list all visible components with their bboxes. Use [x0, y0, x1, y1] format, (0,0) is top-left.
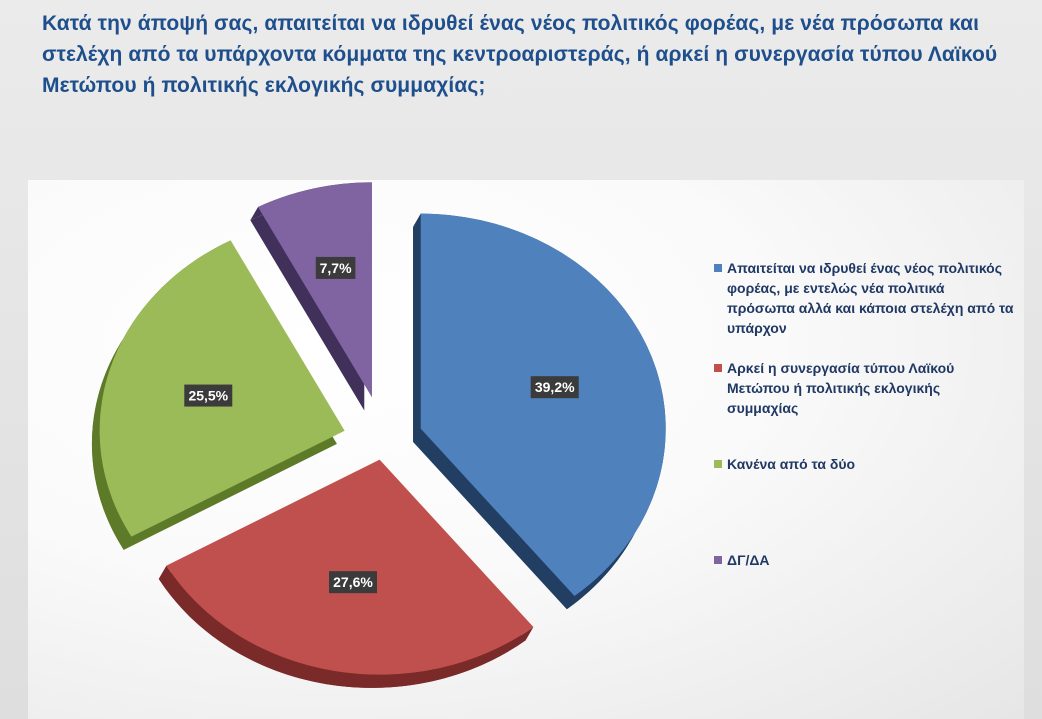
pie-data-labels: 39,2% 27,6% 25,5% 7,7%: [184, 256, 579, 594]
data-label-1: 27,6%: [333, 574, 373, 590]
chart-area: 39,2% 27,6% 25,5% 7,7%: [28, 180, 1024, 719]
legend-swatch-green: [714, 460, 722, 468]
data-label-box: [184, 384, 233, 407]
data-label-3: 7,7%: [320, 260, 352, 276]
legend-label: Κανένα από τα δύο: [727, 456, 856, 472]
pie-slices: [99, 182, 666, 675]
data-label-box: [530, 376, 579, 399]
pie-slice-1: [166, 459, 534, 675]
legend-label: ΔΓ/ΔΑ: [727, 552, 770, 568]
legend-label: Αρκεί η συνεργασία τύπου Λαϊκού Μετώπου …: [727, 360, 955, 416]
legend-label: Απαιτείται να ιδρυθεί ένας νέος πολιτικό…: [727, 260, 1014, 336]
pie-slice-wall: [158, 565, 534, 688]
legend-swatch-blue: [714, 264, 722, 272]
pie-slice-3: [258, 182, 372, 398]
data-label-0: 39,2%: [535, 379, 575, 395]
legend-swatch-red: [714, 364, 722, 372]
data-label-2: 25,5%: [188, 388, 228, 404]
legend-swatch-purple: [714, 556, 722, 564]
data-label-box: [329, 571, 378, 594]
legend-item-new-party: Απαιτείται να ιδρυθεί ένας νέος πολιτικό…: [714, 258, 1014, 338]
legend-item-dk-na: ΔΓ/ΔΑ: [714, 550, 770, 570]
pie-chart: 39,2% 27,6% 25,5% 7,7%: [91, 182, 666, 688]
pie-slice-0: [420, 213, 666, 597]
legend-item-neither: Κανένα από τα δύο: [714, 454, 855, 474]
data-label-box: [315, 256, 356, 279]
legend-item-popular-front: Αρκεί η συνεργασία τύπου Λαϊκού Μετώπου …: [714, 358, 1014, 418]
chart-title: Κατά την άποψή σας, απαιτείται να ιδρυθε…: [42, 12, 998, 97]
